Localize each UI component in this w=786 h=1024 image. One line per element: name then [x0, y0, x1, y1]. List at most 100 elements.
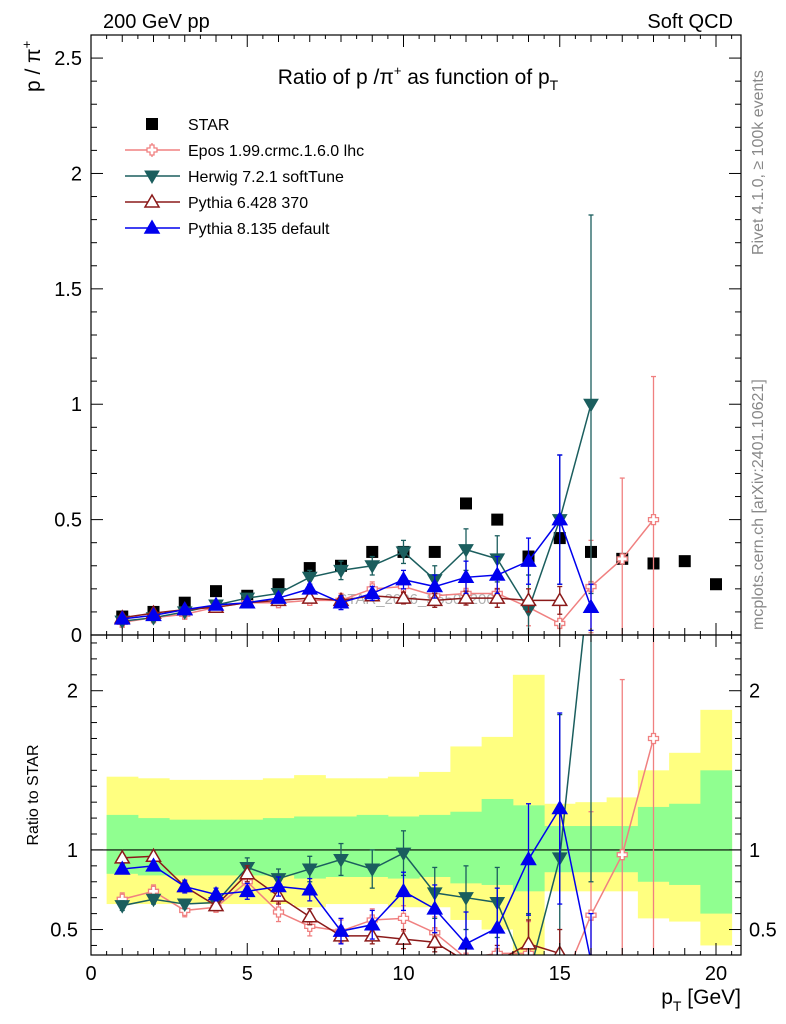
main-pythia-8-135-default-point: [551, 511, 569, 526]
ratio-herwig-7-2-1-softtune-point: [333, 853, 349, 868]
ratio-panel-frame: [90, 634, 742, 956]
ratio-pythia-6-428-370-point: [464, 952, 468, 955]
main-pythia-8-135-default-point: [270, 589, 287, 604]
band-inner: [262, 818, 295, 876]
legend-marker-pythia-8-135-default: [143, 219, 161, 234]
ratio-y-tick-label-left: 2: [67, 681, 78, 703]
main-pythia-6-428-370-point: [301, 589, 319, 604]
ratio-herwig-7-2-1-softtune-point: [301, 863, 318, 878]
main-pythia-8-135-default-point: [520, 552, 537, 567]
header-left: 200 GeV pp: [103, 11, 210, 33]
main-pythia-6-428-370-point: [520, 591, 537, 607]
main-star-point: [272, 578, 285, 591]
legend-label-star: STAR: [188, 117, 229, 134]
main-star-point: [303, 562, 316, 575]
main-star-point: [491, 513, 504, 526]
x-tick-label: 20: [705, 963, 727, 985]
main-pythia-8-135-default-point: [113, 610, 131, 625]
ratio-herwig-7-2-1-softtune-line: [122, 635, 585, 955]
uncertainty-bands: [106, 674, 733, 955]
ratio-y-tick-label-right: 0.5: [749, 920, 777, 942]
band-inner: [200, 819, 233, 876]
mcplots-credit-label: mcplots.cern.ch [arXiv:2401.10621]: [750, 379, 767, 630]
main-star-point: [678, 555, 691, 568]
main-pythia-6-428-370-point: [426, 591, 444, 607]
ratio-herwig-7-2-1-softtune-point: [364, 863, 381, 878]
ratio-pythia-8-135-default-point: [332, 922, 350, 937]
ratio-herwig-7-2-1-softtune-point: [458, 892, 474, 906]
ratio-pythia-6-428-370-point: [301, 908, 319, 923]
main-pythia-8-135-default-point: [145, 606, 162, 622]
main-herwig-7-2-1-softtune-point: [301, 571, 318, 586]
band-inner: [169, 819, 201, 876]
legend-label-epos-1-99-crmc-1-6-0-lhc: Epos 1.99.crmc.1.6.0 lhc: [188, 143, 364, 160]
ratio-herwig-7-2-1-softtune-point: [395, 847, 412, 862]
main-y-tick-label: 2: [71, 163, 82, 185]
main-pythia-6-428-370-point: [488, 589, 506, 604]
ratio-herwig-7-2-1-softtune-point: [114, 900, 131, 914]
ratio-pythia-8-135-default-point: [238, 882, 256, 898]
ratio-pythia-8-135-default-line: [122, 806, 591, 955]
ratio-y-axis-label: Ratio to STAR: [25, 744, 42, 845]
main-star-point: [428, 545, 441, 558]
ratio-pythia-8-135-default-point: [395, 882, 412, 898]
x-tick-label: 0: [85, 963, 96, 985]
ratio-pythia-8-135-default-point: [589, 952, 593, 955]
legend-label-pythia-6-428-370: Pythia 6.428 370: [188, 195, 308, 212]
x-tick-label: 10: [392, 963, 414, 985]
main-epos-1-99-crmc-1-6-0-lhc-point: [616, 553, 628, 565]
legend-marker-pythia-6-428-370: [143, 193, 161, 208]
chart-title: Ratio of p /π+ as function of pT: [278, 63, 559, 93]
ratio-epos-1-99-crmc-1-6-0-lhc-point: [647, 732, 660, 745]
main-pythia-6-428-370-point: [457, 589, 475, 604]
ratio-panel-series: [113, 635, 660, 984]
main-y-axis-label: p / π+: [19, 41, 45, 92]
main-pythia-8-135-default-point: [457, 568, 475, 584]
main-star-point: [710, 578, 722, 591]
main-pythia-8-135-default-point: [582, 598, 600, 614]
x-tick-label: 15: [549, 963, 571, 985]
main-herwig-7-2-1-softtune-point: [364, 560, 381, 574]
legend-marker-herwig-7-2-1-softtune: [144, 170, 160, 184]
legend-label-pythia-8-135-default: Pythia 8.135 default: [188, 221, 330, 238]
legend-label-herwig-7-2-1-softtune: Herwig 7.2.1 softTune: [188, 169, 344, 186]
ratio-pythia-6-428-370-point: [207, 897, 225, 912]
ratio-epos-1-99-crmc-1-6-0-lhc-point: [397, 912, 410, 925]
ratio-pythia-8-135-default-point: [301, 881, 319, 896]
ratio-herwig-7-2-1-softtune-point: [522, 972, 536, 984]
main-pythia-8-135-default-point: [207, 596, 225, 611]
ratio-herwig-7-2-1-softtune-point: [176, 898, 193, 913]
main-epos-1-99-crmc-1-6-0-lhc-point: [647, 513, 660, 526]
ratio-y-tick-label-left: 0.5: [50, 920, 78, 942]
ratio-pythia-6-428-370-point: [426, 933, 444, 949]
main-herwig-7-2-1-softtune-point: [583, 398, 599, 413]
main-panel-series: [113, 214, 722, 635]
ratio-epos-1-99-crmc-1-6-0-lhc-point: [272, 906, 285, 918]
main-star-point: [460, 497, 472, 510]
main-pythia-8-135-default-point: [301, 580, 319, 595]
main-pythia-8-135-default-line: [122, 518, 592, 620]
ratio-pythia-8-135-default-point: [488, 919, 506, 934]
ratio-pythia-6-428-370-point: [496, 952, 499, 955]
main-y-tick-label: 1.5: [54, 279, 82, 301]
main-y-tick-label: 0.5: [54, 510, 82, 532]
ratio-pythia-8-135-default-point: [520, 850, 537, 866]
band-inner: [419, 814, 451, 877]
main-herwig-7-2-1-softtune-point: [458, 544, 474, 558]
main-pythia-8-135-default-point: [176, 601, 194, 616]
ratio-pythia-6-428-370-point: [238, 865, 256, 880]
main-y-tick-label: 1: [71, 394, 82, 416]
ratio-pythia-8-135-default-point: [207, 886, 225, 901]
x-tick-label: 5: [242, 963, 253, 985]
ratio-pythia-8-135-default-point: [145, 857, 162, 872]
ratio-y-tick-label-right: 2: [749, 681, 760, 703]
ratio-pythia-8-135-default-point: [270, 878, 287, 893]
main-y-tick-label: 0: [71, 625, 82, 647]
rivet-version-label: Rivet 4.1.0, ≥ 100k events: [750, 70, 767, 255]
legend-marker-star: [146, 118, 158, 130]
main-pythia-8-135-default-point: [363, 584, 381, 600]
legend-marker-epos-1-99-crmc-1-6-0-lhc: [146, 144, 158, 156]
main-y-tick-label: 2.5: [54, 48, 82, 70]
ratio-pythia-8-135-default-point: [426, 900, 444, 915]
